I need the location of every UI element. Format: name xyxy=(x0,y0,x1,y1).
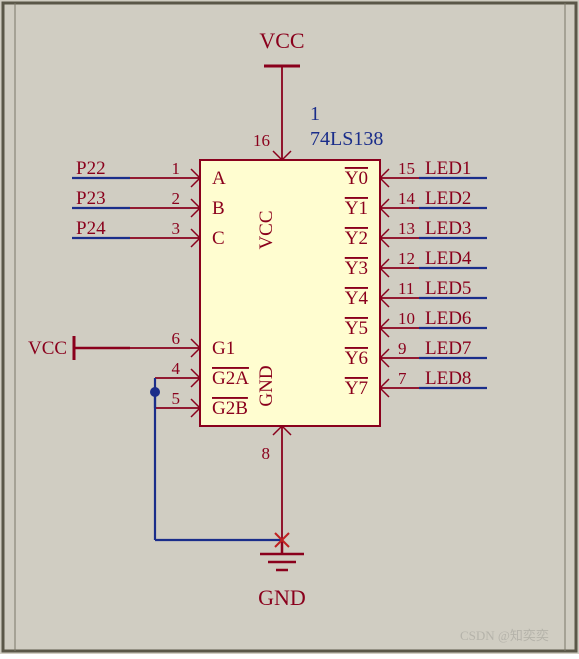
net-P23: P23 xyxy=(76,188,106,209)
pin-num-10: 10 xyxy=(398,309,415,328)
pin-num-5: 5 xyxy=(172,389,181,408)
pin-num-12: 12 xyxy=(398,249,415,268)
pin-num-4: 4 xyxy=(172,359,181,378)
net-LED4: LED4 xyxy=(425,248,472,269)
inner-label-A: A xyxy=(212,168,226,189)
inner-gnd-label: GND xyxy=(256,365,277,406)
net-LED2: LED2 xyxy=(425,188,471,209)
inner-label-Y2: Y2 xyxy=(345,228,368,249)
pin-num-3: 3 xyxy=(172,219,181,238)
net-P22: P22 xyxy=(76,158,106,179)
inner-label-Y7: Y7 xyxy=(345,378,368,399)
net-LED5: LED5 xyxy=(425,278,471,299)
inner-label-G1: G1 xyxy=(212,338,235,359)
net-gnd: GND xyxy=(258,585,306,610)
inner-label-G2A: G2A xyxy=(212,368,249,389)
pin-num-16: 16 xyxy=(253,131,270,150)
pin-num-7: 7 xyxy=(398,369,407,388)
inner-label-G2B: G2B xyxy=(212,398,248,419)
pin-num-8: 8 xyxy=(262,444,271,463)
pin-num-2: 2 xyxy=(172,189,181,208)
designator: 1 xyxy=(310,103,320,125)
inner-label-Y6: Y6 xyxy=(345,348,368,369)
net-LED6: LED6 xyxy=(425,308,471,329)
net-vcc-top: VCC xyxy=(259,28,304,53)
part-number: 74LS138 xyxy=(310,128,383,150)
net-vcc-left: VCC xyxy=(28,338,67,359)
inner-label-Y4: Y4 xyxy=(345,288,369,309)
inner-label-Y5: Y5 xyxy=(345,318,368,339)
inner-label-Y0: Y0 xyxy=(345,168,368,189)
pin-num-14: 14 xyxy=(398,189,416,208)
net-LED1: LED1 xyxy=(425,158,471,179)
pin-num-15: 15 xyxy=(398,159,415,178)
pin-num-9: 9 xyxy=(398,339,407,358)
inner-label-Y3: Y3 xyxy=(345,258,368,279)
inner-vcc-label: VCC xyxy=(256,210,277,249)
net-LED8: LED8 xyxy=(425,368,471,389)
net-P24: P24 xyxy=(76,218,106,239)
pin-num-1: 1 xyxy=(172,159,181,178)
watermark: CSDN @知奕奕 xyxy=(460,628,549,643)
pin-num-6: 6 xyxy=(172,329,181,348)
inner-label-Y1: Y1 xyxy=(345,198,368,219)
schematic-svg: 1 74LS138 VCC GND 1 A P22 2 B P23 3 C P24 6 G1 4 G2A 5 G2B… xyxy=(0,0,579,654)
pin-num-13: 13 xyxy=(398,219,415,238)
net-LED3: LED3 xyxy=(425,218,471,239)
inner-label-C: C xyxy=(212,228,225,249)
pin-num-11: 11 xyxy=(398,279,414,298)
inner-label-B: B xyxy=(212,198,225,219)
net-LED7: LED7 xyxy=(425,338,471,359)
